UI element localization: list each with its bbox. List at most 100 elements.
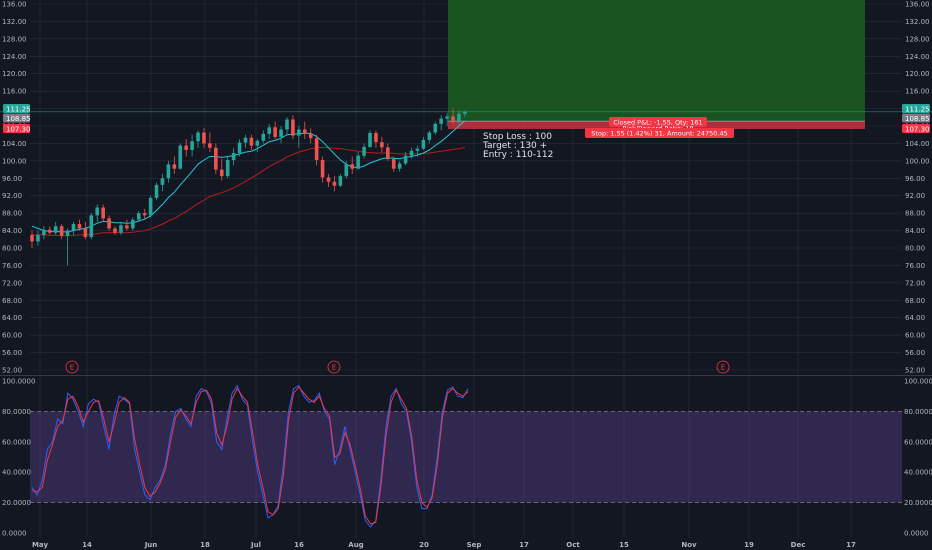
candle-body <box>433 123 438 133</box>
candle-body <box>172 164 177 169</box>
price-tick-left: 84.00 <box>2 227 22 235</box>
candles <box>30 108 467 266</box>
price-tick-right: 128.00 <box>905 35 930 43</box>
candle-body <box>225 159 230 177</box>
time-tick: Dec <box>791 541 806 549</box>
note-target: Target : 130 + <box>482 141 547 151</box>
price-tick-right: 84.00 <box>905 227 925 235</box>
candle-body <box>368 132 372 147</box>
osc-tick-left: 100.0000 <box>2 378 35 386</box>
candle-body <box>273 127 277 137</box>
osc-tick-left: 0.0000 <box>2 530 27 538</box>
osc-tick-right: 0.0000 <box>904 530 929 538</box>
osc-tick-left: 40.0000 <box>2 469 31 477</box>
time-tick: 17 <box>846 541 856 549</box>
position-labels[interactable]: Closed P&L: -1.55, Qty: 161 Risk/Reward … <box>585 117 734 138</box>
candle-body <box>409 150 414 156</box>
earnings-marker-label: E <box>332 364 336 372</box>
candle-body <box>166 164 171 179</box>
price-tick-left: 68.00 <box>2 297 22 305</box>
candle-body <box>42 229 46 235</box>
candle-body <box>30 234 34 242</box>
price-tick-left: 92.00 <box>2 192 22 200</box>
price-tick-left: 64.00 <box>2 314 22 322</box>
price-tag-right <box>902 124 930 133</box>
position-zones <box>0 0 932 129</box>
trade-note[interactable]: Stop Loss : 100 Target : 130 + Entry : 1… <box>482 132 553 160</box>
candle-body <box>107 218 111 229</box>
candle-body <box>332 181 337 186</box>
price-tag-left-label: 108.85 <box>6 115 31 123</box>
time-axis[interactable]: May 14 Jun 18 Jul 16 Aug 20 Sep 17 Oct 15 Nov 19 Dec 17 <box>32 541 856 549</box>
candle-body <box>261 133 266 141</box>
stochastic-pane[interactable]: 100.0000 100.0000 80.0000 80.0000 60.0000 60.… <box>2 378 932 538</box>
price-tick-left: 116.00 <box>2 88 27 96</box>
candle-body <box>338 176 343 186</box>
candle-body <box>308 133 313 139</box>
candle-body <box>36 234 40 242</box>
candle-body <box>344 164 349 177</box>
time-tick: Sep <box>467 541 482 549</box>
price-tick-right: 104.00 <box>905 140 930 148</box>
candle-body <box>279 129 283 137</box>
price-tag-right <box>902 113 930 123</box>
candle-body <box>386 147 390 160</box>
price-tick-left: 60.00 <box>2 332 22 340</box>
price-tick-right: 52.00 <box>905 367 925 375</box>
candle-body <box>89 215 94 238</box>
price-tick-right: 132.00 <box>905 18 930 26</box>
time-tick: 18 <box>200 541 210 549</box>
price-tick-right: 92.00 <box>905 192 925 200</box>
candle-body <box>439 118 443 124</box>
candle-body <box>196 132 200 142</box>
price-tick-right: 136.00 <box>905 1 930 9</box>
earnings-marker-icon <box>327 360 341 374</box>
candle-body <box>83 228 88 238</box>
earnings-marker-label: E <box>70 364 74 372</box>
grid-lines <box>30 0 902 538</box>
candle-body <box>119 225 123 233</box>
candle-body <box>302 129 307 134</box>
candle-body <box>214 147 218 170</box>
earnings-marker-icon <box>716 360 730 374</box>
price-axis[interactable]: 136.00 136.00 132.00 132.00 128.00 128.00 124.… <box>2 1 930 375</box>
earnings-marker-icon <box>65 360 79 374</box>
sma-slow-line <box>32 146 466 237</box>
note-stop-loss: Stop Loss : 100 <box>483 132 552 142</box>
price-tick-right: 116.00 <box>905 88 930 96</box>
candle-body <box>421 139 426 149</box>
price-tag-left <box>3 113 30 123</box>
price-tag-left-label: 111.25 <box>6 106 31 114</box>
price-tick-left: 132.00 <box>2 18 27 26</box>
price-tick-left: 100.00 <box>2 157 27 165</box>
candle-body <box>356 155 360 169</box>
candle-body <box>397 163 402 169</box>
candle-body <box>237 142 242 154</box>
stoch-d-line <box>31 386 469 525</box>
candle-body <box>219 169 224 177</box>
price-tick-left: 96.00 <box>2 175 22 183</box>
candle-body <box>350 164 355 169</box>
price-tick-right: 76.00 <box>905 262 925 270</box>
profit-zone <box>448 0 865 122</box>
time-tick: 16 <box>294 541 304 549</box>
time-tick: 15 <box>619 541 629 549</box>
time-tick: 19 <box>744 541 754 549</box>
candle-body <box>445 116 449 119</box>
time-tick: 14 <box>82 541 92 549</box>
price-tick-right: 56.00 <box>905 349 925 357</box>
candle-body <box>320 159 325 178</box>
osc-tick-left: 80.0000 <box>2 408 31 416</box>
candle-body <box>427 132 432 140</box>
candle-body <box>101 207 105 219</box>
price-tick-right: 68.00 <box>905 297 925 305</box>
stop-badge <box>585 128 734 138</box>
price-tick-right: 80.00 <box>905 245 925 253</box>
candle-body <box>65 230 70 236</box>
price-tick-right: 88.00 <box>905 210 925 218</box>
price-tick-left: 56.00 <box>2 349 22 357</box>
candle-body <box>374 132 378 143</box>
candle-body <box>403 155 408 164</box>
